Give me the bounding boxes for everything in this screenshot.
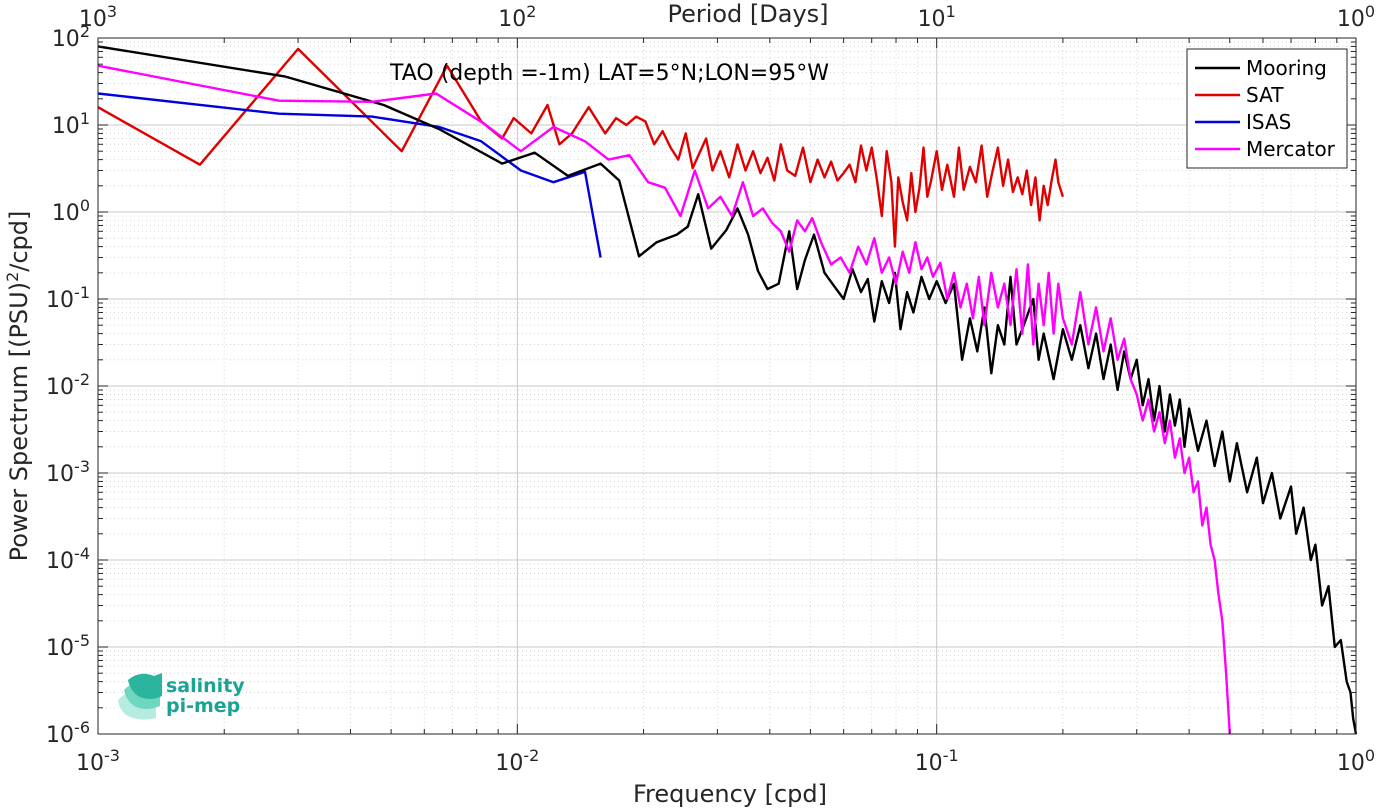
top-tick-exp: 2 [526, 2, 536, 21]
y-tick-base: 10 [52, 27, 80, 52]
legend-label-sat: SAT [1246, 83, 1284, 107]
x-tick-label: 100 [1337, 746, 1375, 777]
y-axis-label-sup: 2 [3, 272, 22, 282]
top-tick-label: 103 [79, 2, 117, 33]
y-tick-label: 102 [52, 22, 90, 53]
top-tick-exp: 3 [107, 2, 117, 21]
top-tick-label: 102 [498, 2, 536, 33]
top-tick-base: 10 [79, 7, 107, 32]
y-axis-label: Power Spectrum [(PSU)2/cpd] [3, 211, 34, 562]
x-tick-label: 10-3 [76, 746, 120, 777]
series-line-isas [97, 92, 602, 258]
y-tick-exp: -1 [74, 283, 90, 302]
legend-label-mercator: Mercator [1246, 137, 1336, 161]
series-line-mooring [97, 45, 1358, 735]
y-tick-exp: -6 [74, 718, 90, 737]
legend-label-isas: ISAS [1246, 110, 1291, 134]
y-tick-label: 101 [52, 109, 90, 140]
legend-items: Mooring SAT ISAS Mercator [1195, 56, 1336, 161]
legend-label-mooring: Mooring [1246, 56, 1327, 80]
y-tick-exp: -3 [74, 457, 90, 476]
x-tick-label: 10-2 [495, 746, 539, 777]
y-tick-label: 10-1 [46, 283, 90, 314]
y-tick-base: 10 [46, 549, 74, 574]
top-tick-base: 10 [498, 7, 526, 32]
y-tick-label: 10-4 [46, 544, 90, 575]
y-tick-exp: -5 [74, 631, 90, 650]
x-tick-base: 10 [76, 751, 104, 776]
y-tick-base: 10 [46, 288, 74, 313]
x-tick-exp: -2 [523, 746, 539, 765]
logo-line1: salinity [166, 675, 245, 697]
y-tick-label: 10-6 [46, 718, 90, 749]
y-tick-exp: 2 [80, 22, 90, 41]
top-tick-label: 100 [1337, 2, 1375, 33]
series-layer [97, 45, 1358, 735]
y-axis-label-main: Power Spectrum [(PSU) [5, 282, 33, 561]
chart-title: TAO (depth =-1m) LAT=5°N;LON=95°W [389, 61, 829, 86]
y-tick-label: 10-2 [46, 370, 90, 401]
x-axis-label: Frequency [cpd] [633, 780, 827, 808]
x-tick-base: 10 [495, 751, 523, 776]
y-tick-base: 10 [46, 723, 74, 748]
salinity-pi-mep-logo: salinity pi-mep [118, 673, 245, 720]
ticks-layer [97, 37, 1357, 735]
y-tick-base: 10 [52, 201, 80, 226]
y-tick-label: 100 [52, 196, 90, 227]
y-tick-base: 10 [46, 462, 74, 487]
y-tick-base: 10 [46, 375, 74, 400]
y-tick-base: 10 [46, 636, 74, 661]
top-tick-base: 10 [918, 7, 946, 32]
top-tick-base: 10 [1337, 7, 1365, 32]
x-tick-label: 10-1 [915, 746, 959, 777]
logo-line2: pi-mep [166, 695, 240, 717]
series-line-mercator [97, 64, 1231, 735]
y-tick-exp: 0 [80, 196, 90, 215]
y-axis-label-tail: /cpd] [5, 211, 33, 272]
top-tick-label: 101 [918, 2, 956, 33]
logo-emblem-icon [118, 673, 162, 720]
y-tick-exp: 1 [80, 109, 90, 128]
y-tick-exp: -2 [74, 370, 90, 389]
y-tick-base: 10 [52, 114, 80, 139]
x-tick-base: 10 [915, 751, 943, 776]
top-tick-exp: 0 [1365, 2, 1375, 21]
y-tick-label: 10-5 [46, 631, 90, 662]
x-tick-exp: -1 [943, 746, 959, 765]
series-line-sat [97, 47, 1065, 248]
x-tick-exp: 0 [1365, 746, 1375, 765]
x-tick-exp: -3 [104, 746, 120, 765]
top-axis-label: Period [Days] [667, 0, 828, 28]
legend: Mooring SAT ISAS Mercator [1186, 48, 1348, 169]
x-tick-base: 10 [1337, 751, 1365, 776]
top-tick-exp: 1 [946, 2, 956, 21]
y-tick-exp: -4 [74, 544, 90, 563]
y-tick-label: 10-3 [46, 457, 90, 488]
